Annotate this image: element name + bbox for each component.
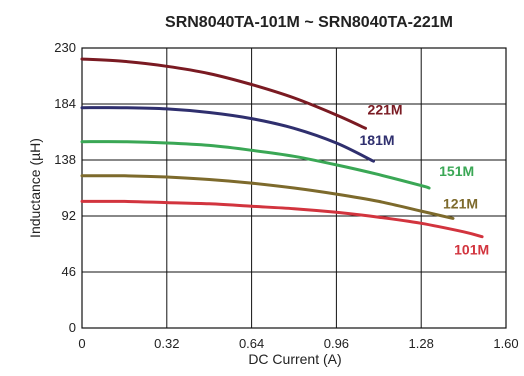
x-axis-ticks: 0 0.32 0.64 0.96 1.28 1.60 <box>78 336 518 351</box>
x-tick-label: 0.32 <box>154 336 179 351</box>
series-line-151m <box>80 140 431 190</box>
x-tick-label: 0.64 <box>239 336 264 351</box>
series-line-121m <box>80 174 455 220</box>
series-label-221m: 221M <box>368 101 403 117</box>
series-line-101m <box>80 199 484 239</box>
y-axis-label: Inductance (µH) <box>27 138 43 238</box>
y-axis-ticks: 0 46 92 138 184 230 <box>54 40 76 335</box>
series-labels: 221M 181M 151M 121M 101M <box>360 101 490 257</box>
plot-frame <box>81 47 507 329</box>
chart-title: SRN8040TA-101M ~ SRN8040TA-221M <box>165 14 453 31</box>
y-tick-label: 230 <box>54 40 76 55</box>
y-tick-label: 92 <box>62 208 76 223</box>
series-label-121m: 121M <box>443 195 478 211</box>
series <box>80 57 484 239</box>
series-label-101m: 101M <box>454 242 489 258</box>
x-tick-label: 0 <box>78 336 85 351</box>
x-axis-label: DC Current (A) <box>248 351 341 367</box>
series-label-181m: 181M <box>360 132 395 148</box>
series-line-181m <box>80 106 375 163</box>
series-label-151m: 151M <box>439 163 474 179</box>
x-tick-label: 0.96 <box>324 336 349 351</box>
x-tick-label: 1.28 <box>409 336 434 351</box>
y-tick-label: 138 <box>54 152 76 167</box>
grid <box>82 48 506 328</box>
y-tick-label: 184 <box>54 96 76 111</box>
series-line-221m <box>80 57 367 130</box>
y-tick-label: 46 <box>62 264 76 279</box>
x-tick-label: 1.60 <box>493 336 518 351</box>
y-tick-label: 0 <box>69 320 76 335</box>
